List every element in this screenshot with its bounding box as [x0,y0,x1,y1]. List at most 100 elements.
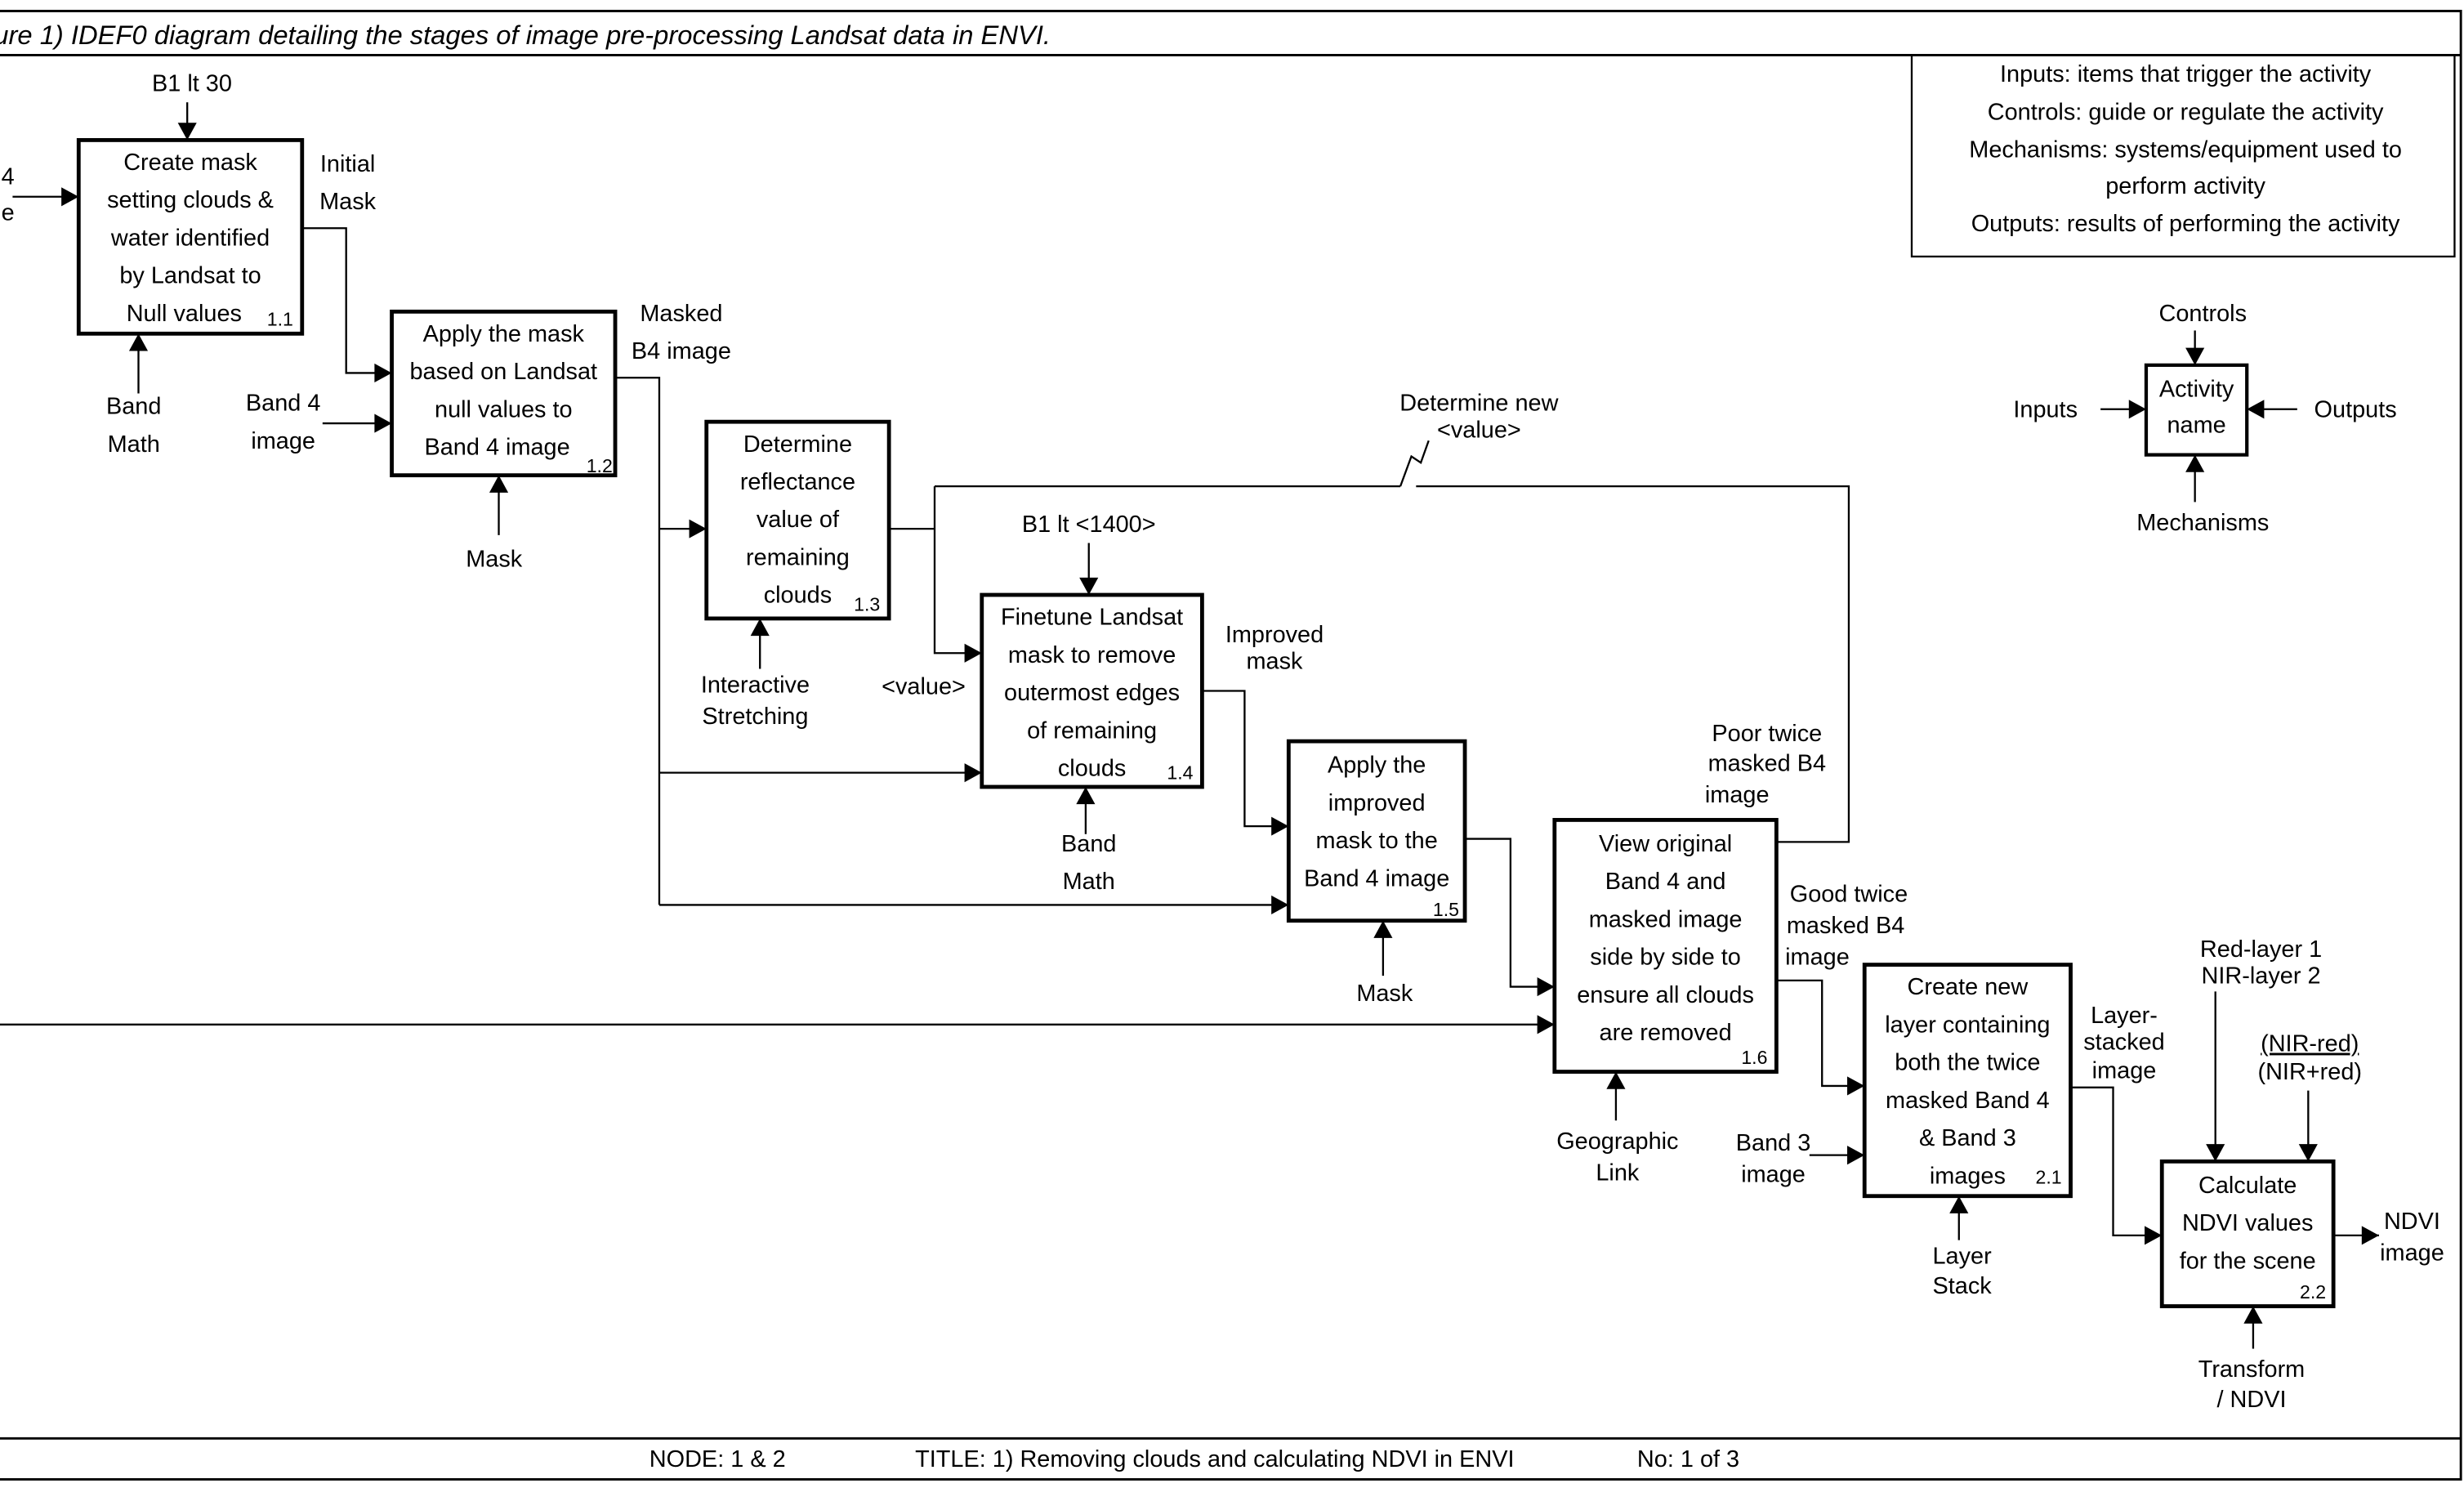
activity-number: 1.2 [587,455,613,476]
output-label: B4 image [632,338,731,364]
activity-box-1.3 [704,419,891,621]
mechanism-label: Geographic [1556,1128,1678,1155]
activity-number: 1.1 [267,309,293,330]
activity-number: 1.6 [1741,1047,1767,1068]
legend-line: Mechanisms: systems/equipment used to [1969,137,2402,163]
arrowhead-icon [2185,347,2205,365]
control-label: Red-layer 1 [2200,936,2322,963]
activity-text: clouds [1058,756,1126,782]
activity-text: for the scene [2180,1248,2316,1274]
arrowhead-icon [1847,1146,1865,1165]
activity-text: View original [1599,831,1732,857]
output-label: image [1705,782,1770,808]
output-label: masked B4 [1787,913,1904,939]
activity-text: side by side to [1590,945,1741,971]
mechanism-label: Mask [1356,981,1413,1007]
input-label: Band 4 [246,391,321,417]
activity-text: masked image [1589,906,1743,932]
output-label: Poor twice [1712,721,1822,747]
activity-text: masked Band 4 [1886,1088,2050,1114]
control-label: B1 lt <1400> [1022,512,1156,538]
output-label: image [1785,945,1850,971]
activity-text: remaining [746,544,850,570]
text-layer: ure 1) IDEF0 diagram detailing the stage… [0,20,2444,1472]
activity-text: Create new [1908,974,2029,1000]
activity-text: Band 4 image [424,435,569,461]
arrowhead-icon [2206,1144,2225,1162]
activity-text: Band 4 and [1605,869,1726,895]
arrowhead-icon [2185,454,2205,472]
activity-number: 2.1 [2035,1166,2061,1187]
arrowhead-icon [374,363,392,383]
activity-number: 1.5 [1433,899,1459,920]
legend-line: perform activity [2105,173,2265,199]
feedback-label: <value> [1437,417,1521,443]
output-label: Improved [1225,622,1324,648]
activity-text: clouds [764,583,832,609]
activity-text: based on Landsat [409,359,597,385]
arrow-line [1776,979,1865,1088]
legend-line: Controls: guide or regulate the activity [1988,99,2384,125]
arrowhead-icon [964,643,982,663]
arrowhead-icon [750,618,770,637]
footer-node: NODE: 1 & 2 [649,1446,786,1472]
figure-caption: ure 1) IDEF0 diagram detailing the stage… [0,20,1051,50]
arrowhead-icon [1271,816,1289,836]
activity-text: NDVI values [2182,1210,2313,1236]
arrow-line [2070,1086,2163,1237]
output-label: image [2380,1240,2444,1267]
activity-box-1.2 [390,309,618,478]
arrowhead-icon [1271,895,1289,914]
arrowhead-icon [1847,1076,1865,1096]
arrow-line [933,486,982,655]
activity-text: ensure all clouds [1577,982,1754,1008]
mechanism-label: Stack [1933,1273,1993,1299]
activity-text: images [1930,1163,2006,1189]
mechanism-label: Math [1063,869,1115,895]
output-label: image [2092,1057,2157,1084]
activity-text: Band 4 image [1304,865,1449,891]
connector-line [615,377,661,905]
arrow-line [301,227,392,374]
arrow-line [1202,690,1289,828]
arrowhead-icon [374,413,392,433]
activity-text: Calculate [2198,1173,2297,1199]
connector-layer [0,10,2462,1481]
input-label: 4 [2,163,15,190]
output-label: Masked [640,301,722,327]
mechanism-label: Link [1596,1160,1640,1186]
mechanism-label: Mask [466,546,523,572]
activity-text: by Landsat to [119,263,261,289]
input-label: Band 3 [1736,1130,1811,1156]
arrowhead-icon [1606,1071,1626,1089]
activity-text: Null values [127,301,242,327]
arrowhead-icon [2145,1226,2163,1245]
activity-text: Create mask [123,150,257,176]
arrowhead-icon [2247,400,2265,419]
input-label: image [1741,1161,1806,1187]
activity-text: value of [757,507,840,533]
activity-text: null values to [435,396,573,422]
output-label: masked B4 [1708,751,1826,777]
activity-box-2.1 [1862,963,2073,1199]
mechanism-label: Interactive [701,672,810,698]
activity-text: Finetune Landsat [1001,605,1183,631]
feedback-label: Determine new [1399,391,1558,417]
frame-border [0,10,2462,1481]
activity-text: setting clouds & [107,187,274,213]
key-outputs: Outputs [2314,396,2397,422]
mechanism-label: Band [1061,831,1116,857]
arrowhead-icon [2243,1306,2263,1324]
output-label: Mask [319,189,377,215]
mechanism-label: Math [108,431,160,458]
input-label: <value> [882,673,966,699]
squiggle-callout [1399,440,1430,487]
key-controls: Controls [2159,301,2248,327]
activity-text: Apply the [1328,753,1426,779]
output-label: Initial [320,151,375,177]
key-inputs: Inputs [2013,396,2078,422]
arrowhead-icon [1949,1195,1969,1213]
mechanism-label: Layer [1933,1244,1993,1270]
arrow-line [1465,838,1555,988]
mechanism-label: / NDVI [2216,1387,2286,1413]
